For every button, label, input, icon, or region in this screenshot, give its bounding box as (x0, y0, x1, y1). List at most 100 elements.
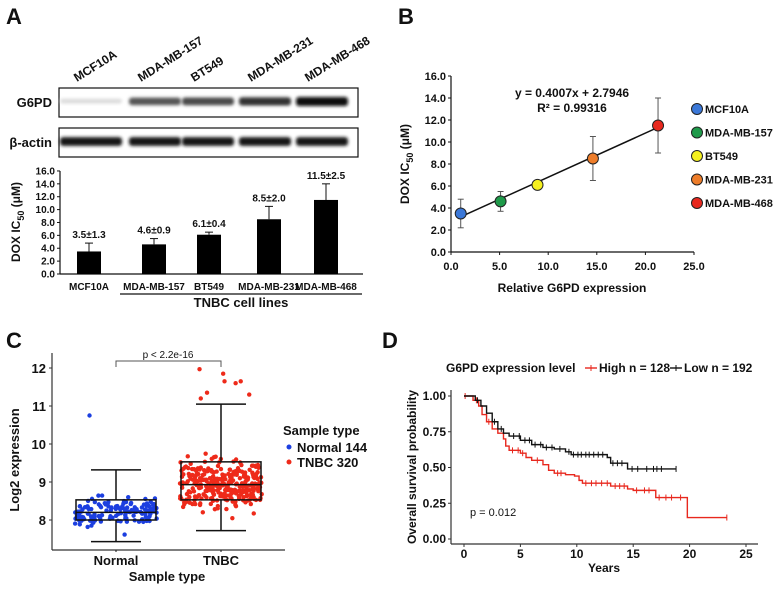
bar-category-label: MDA-MB-157 (123, 282, 185, 293)
bar-y-tick-label: 6.0 (41, 231, 55, 242)
data-point (122, 532, 127, 537)
bar-data-label: 4.6±0.9 (137, 226, 171, 237)
data-point (147, 514, 152, 519)
bar-data-label: 8.5±2.0 (252, 193, 286, 204)
panel-label-d: D (382, 328, 398, 353)
scatter-y-tick-label: 0.0 (431, 247, 446, 259)
box-y-axis-label: Log2 expression (7, 408, 22, 511)
panel-label-b: B (398, 4, 414, 29)
legend-label: MDA-MB-157 (705, 128, 773, 140)
data-point (117, 506, 123, 511)
km-x-axis-label: Years (588, 561, 620, 575)
legend-label: BT549 (705, 151, 738, 163)
bar-y-tick-label: 12.0 (36, 192, 56, 203)
significance-label: p < 2.2e-16 (143, 350, 194, 361)
km-x-tick-label: 5 (517, 547, 524, 561)
data-point (72, 521, 78, 526)
box-category-label: TNBC (203, 553, 240, 568)
km-y-tick-label: 0.75 (423, 425, 447, 439)
data-point (89, 523, 94, 528)
km-x-tick-label: 25 (739, 547, 753, 561)
data-point (250, 494, 256, 500)
data-point (227, 467, 232, 472)
data-point (141, 519, 146, 525)
bar-category-label: MDA-MB-231 (238, 282, 300, 293)
km-p-value: p = 0.012 (470, 507, 516, 519)
bar (314, 199, 338, 274)
data-point (218, 466, 224, 472)
data-point (254, 471, 259, 477)
bar-y-tick-label: 0.0 (41, 270, 55, 281)
data-point (79, 514, 85, 520)
ic50-vs-g6pd-scatter: DOX IC50 (μM) Relative G6PD expression y… (398, 71, 773, 295)
data-point (251, 474, 256, 480)
data-point (188, 476, 193, 481)
legend-marker (691, 126, 703, 139)
data-point (223, 487, 228, 493)
data-point (255, 462, 261, 468)
data-point (208, 488, 213, 493)
blot-band (129, 137, 181, 146)
outlier-point (238, 379, 243, 384)
data-point (233, 503, 239, 509)
data-point (245, 477, 250, 482)
scatter-x-tick-label: 25.0 (683, 261, 704, 273)
trendline (460, 126, 659, 218)
data-point (241, 474, 247, 479)
legend-label: Normal 144 (297, 440, 368, 455)
scatter-point (454, 207, 467, 220)
km-y-tick-label: 1.00 (423, 389, 447, 403)
scatter-x-axis-label: Relative G6PD expression (498, 281, 647, 295)
data-point (211, 492, 216, 497)
bar-category-label: BT549 (194, 282, 224, 293)
survival-curve: Overall survival probability Years p = 0… (405, 361, 758, 575)
bar-y-tick-label: 10.0 (36, 205, 56, 216)
blot-band (239, 97, 291, 106)
km-legend-title: G6PD expression level (446, 361, 575, 375)
data-point (251, 488, 256, 494)
legend-label: MCF10A (705, 104, 749, 116)
data-point (207, 475, 213, 481)
data-point (247, 467, 252, 472)
blot-band (296, 97, 348, 106)
scatter-y-axis-label: DOX IC50 (μM) (398, 124, 415, 204)
km-y-axis-label: Overall survival probability (405, 390, 419, 544)
data-point (250, 485, 255, 490)
data-point (187, 494, 192, 500)
data-point (92, 499, 98, 505)
data-point (199, 478, 204, 483)
data-point (142, 507, 148, 512)
km-legend-label: Low n = 192 (684, 361, 753, 375)
km-x-tick-label: 10 (570, 547, 584, 561)
data-point (248, 501, 254, 507)
scatter-y-tick-label: 14.0 (425, 93, 446, 105)
bar (142, 244, 166, 274)
expression-boxplot: Log2 expression Sample type p < 2.2e-16 … (7, 350, 368, 584)
outlier-point (222, 379, 227, 384)
data-point (214, 469, 219, 474)
blot-band (239, 137, 291, 146)
data-point (239, 469, 245, 474)
data-point (180, 504, 186, 510)
box-legend-title: Sample type (283, 423, 360, 438)
data-point (96, 502, 102, 507)
data-point (202, 493, 208, 498)
data-point (212, 506, 218, 512)
data-point (209, 469, 215, 474)
outlier-point (87, 413, 92, 418)
data-point (194, 494, 200, 500)
data-point (217, 485, 222, 491)
data-point (209, 456, 214, 461)
data-point (186, 471, 192, 477)
km-y-tick-label: 0.00 (423, 532, 447, 546)
legend-marker (286, 459, 292, 465)
data-point (80, 507, 85, 512)
bar-data-label: 3.5±1.3 (72, 230, 106, 241)
ic50-bar-chart: DOX IC50 (μM) TNBC cell lines 0.0 2.0 4.0 6… (9, 166, 363, 310)
scatter-y-tick-label: 2.0 (431, 225, 446, 237)
data-point (190, 472, 195, 478)
data-point (191, 489, 197, 494)
km-y-tick-label: 0.50 (423, 461, 447, 475)
data-point (237, 475, 243, 481)
